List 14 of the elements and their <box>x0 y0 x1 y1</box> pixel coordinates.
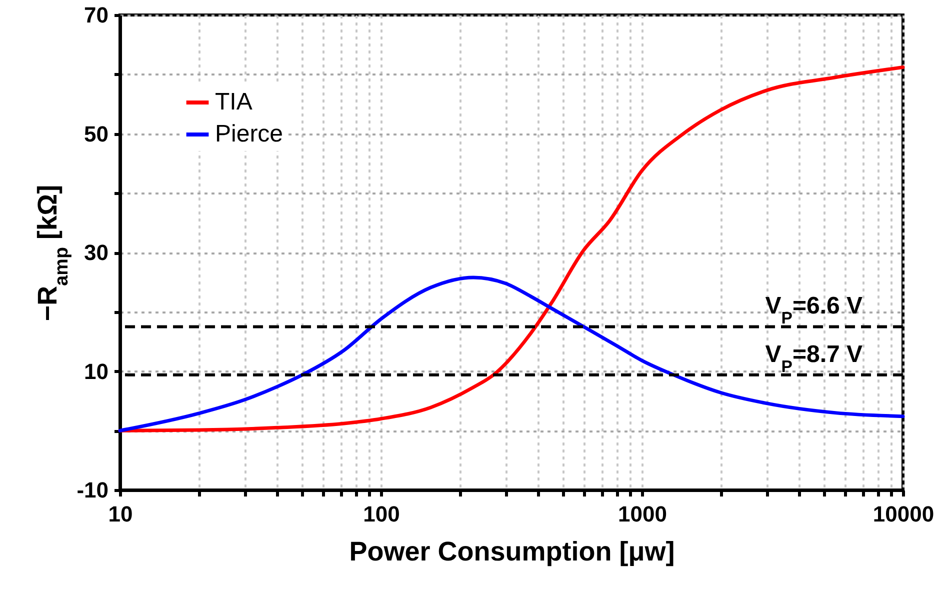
y-tick-label: 50 <box>84 121 108 146</box>
x-tick-label: 100 <box>363 502 400 526</box>
y-tick-label: 30 <box>84 240 108 265</box>
legend-label: Pierce <box>215 120 284 148</box>
y-tick-label: 10 <box>84 358 108 384</box>
legend-label: TIA <box>215 88 252 116</box>
annotation: V$_{P}$=8.7 V <box>765 340 863 376</box>
y-tick-label: -10 <box>76 478 108 502</box>
x-tick-label: 10000 <box>872 502 934 526</box>
x-tick-label: 10 <box>108 502 133 526</box>
x-axis-title: Power Consumption [μw] <box>349 536 675 566</box>
y-tick-label: 70 <box>84 2 108 28</box>
annotation: V$_{P}$=6.6 V <box>765 292 863 328</box>
x-tick-label: 1000 <box>618 502 667 526</box>
